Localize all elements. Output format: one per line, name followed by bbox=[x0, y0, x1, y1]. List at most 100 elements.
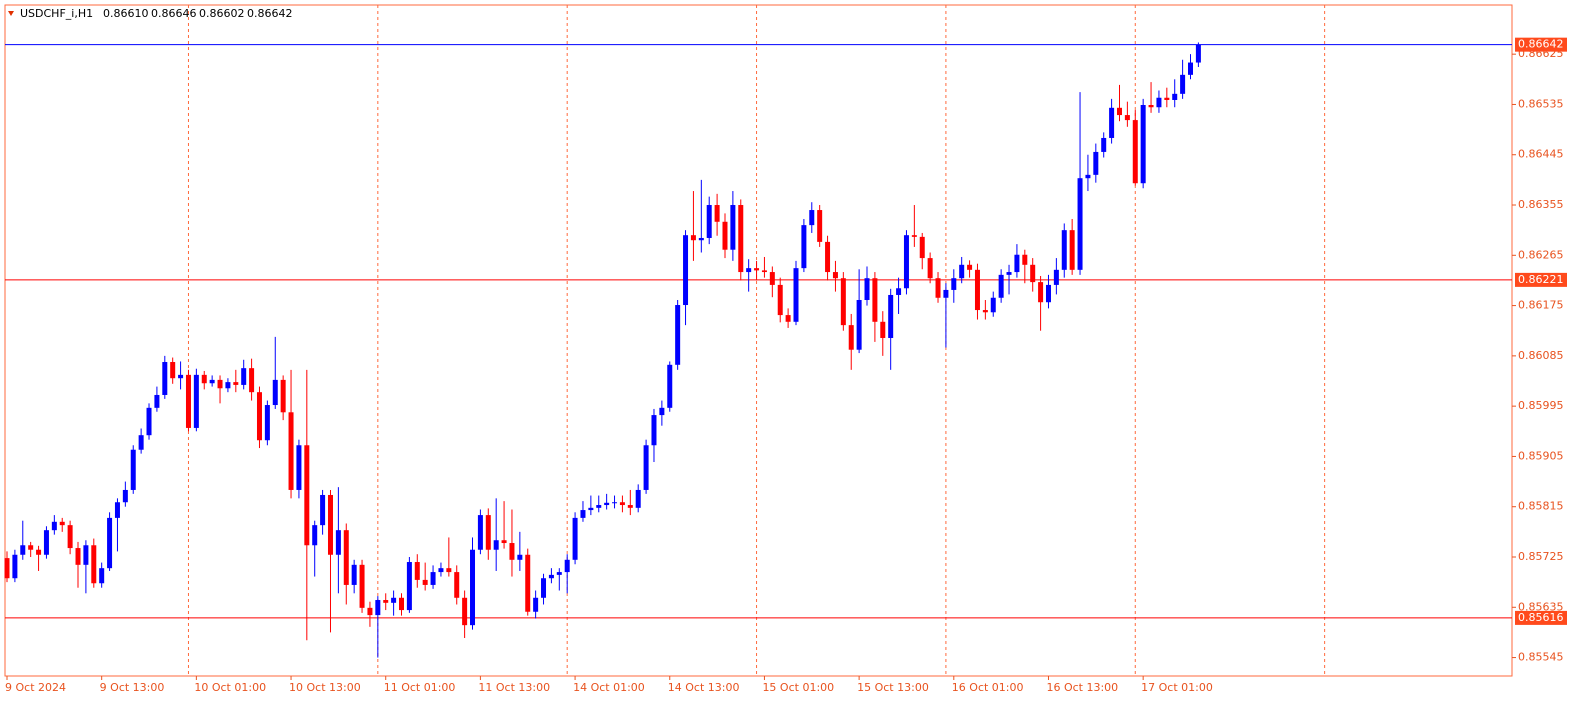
price-line-label-box bbox=[1515, 37, 1567, 52]
candle-body bbox=[706, 205, 712, 238]
candle-body bbox=[1030, 264, 1036, 283]
candle-body bbox=[525, 554, 531, 612]
candle-body bbox=[580, 510, 586, 518]
candle-body bbox=[162, 362, 168, 395]
y-tick-label: 0.86445 bbox=[1518, 148, 1564, 161]
candle-body bbox=[312, 525, 318, 546]
ohlc-header-value: 0.86610 bbox=[103, 7, 149, 20]
candle-body bbox=[36, 549, 42, 555]
candle-body bbox=[746, 268, 752, 273]
candle-body bbox=[959, 264, 965, 279]
y-tick-label: 0.85725 bbox=[1518, 550, 1564, 563]
candle-body bbox=[1061, 230, 1067, 270]
price-line-label-box bbox=[1515, 610, 1567, 625]
candle-body bbox=[12, 554, 18, 579]
candle-body bbox=[659, 407, 665, 416]
candle-body bbox=[225, 382, 231, 389]
candle-body bbox=[446, 568, 452, 573]
y-tick-label: 0.86535 bbox=[1518, 97, 1564, 110]
candle-body bbox=[919, 236, 925, 259]
candle-body bbox=[848, 325, 854, 350]
candle-body bbox=[635, 489, 641, 508]
candle-body bbox=[533, 597, 539, 612]
candle-body bbox=[375, 600, 381, 616]
candle-body bbox=[335, 530, 341, 555]
candle-body bbox=[470, 549, 476, 626]
candle-body bbox=[83, 545, 89, 565]
candle-body bbox=[588, 507, 594, 511]
candle-body bbox=[185, 374, 191, 428]
candle-body bbox=[651, 415, 657, 446]
candle-body bbox=[422, 579, 428, 585]
candle-body bbox=[59, 521, 65, 526]
candle-body bbox=[1148, 105, 1154, 108]
candle-body bbox=[67, 525, 73, 549]
candle-body bbox=[462, 597, 468, 626]
candle-body bbox=[903, 235, 909, 289]
y-tick-label: 0.86355 bbox=[1518, 198, 1564, 211]
candle-body bbox=[730, 205, 736, 250]
candle-body bbox=[1140, 105, 1146, 184]
candle-body bbox=[951, 278, 957, 290]
candle-body bbox=[793, 268, 799, 322]
candle-body bbox=[801, 225, 807, 269]
candle-body bbox=[596, 505, 602, 508]
candle-body bbox=[351, 564, 357, 585]
y-tick-label: 0.86175 bbox=[1518, 299, 1564, 312]
candle-body bbox=[856, 299, 862, 350]
candle-body bbox=[1109, 107, 1115, 138]
candle-body bbox=[107, 517, 113, 569]
candle-body bbox=[296, 445, 302, 490]
candle-body bbox=[982, 310, 988, 313]
collapse-icon[interactable] bbox=[8, 11, 14, 16]
x-tick-label: 10 Oct 01:00 bbox=[194, 681, 266, 694]
candle-body bbox=[1116, 107, 1122, 116]
candle-body bbox=[1188, 62, 1193, 75]
candle-body bbox=[1101, 137, 1107, 152]
candle-body bbox=[840, 278, 846, 326]
candle-body bbox=[1022, 254, 1028, 265]
candle-body bbox=[572, 517, 578, 560]
candle-body bbox=[343, 530, 349, 585]
candle-body bbox=[817, 210, 823, 242]
candle-body bbox=[888, 294, 894, 338]
candle-body bbox=[1156, 97, 1162, 108]
candle-body bbox=[154, 394, 160, 408]
candle-body bbox=[1014, 254, 1020, 273]
candle-body bbox=[493, 540, 499, 550]
candle-body bbox=[414, 562, 420, 580]
y-tick-label: 0.85995 bbox=[1518, 399, 1564, 412]
candle-body bbox=[509, 543, 515, 560]
candle-body bbox=[1053, 269, 1059, 285]
candle-body bbox=[288, 412, 294, 490]
candle-body bbox=[430, 572, 436, 585]
candle-body bbox=[1132, 120, 1138, 184]
candle-body bbox=[738, 205, 744, 273]
candle-body bbox=[1085, 174, 1091, 179]
candle-body bbox=[1077, 178, 1083, 270]
candle-body bbox=[612, 502, 618, 504]
candle-body bbox=[1006, 272, 1012, 275]
candle-body bbox=[698, 237, 704, 241]
price-line-label: 0.86642 bbox=[1518, 38, 1564, 51]
x-tick-label: 15 Oct 01:00 bbox=[762, 681, 834, 694]
candle-body bbox=[1195, 44, 1201, 63]
candle-body bbox=[209, 379, 215, 384]
candle-body bbox=[438, 568, 444, 573]
candle-body bbox=[320, 494, 326, 526]
candle-body bbox=[911, 235, 917, 237]
price-line-label-box bbox=[1515, 272, 1567, 287]
candle-body bbox=[1069, 230, 1075, 270]
x-tick-label: 9 Oct 13:00 bbox=[100, 681, 165, 694]
x-tick-label: 11 Oct 13:00 bbox=[478, 681, 550, 694]
candle-body bbox=[722, 221, 728, 250]
candle-body bbox=[406, 562, 412, 611]
candle-body bbox=[627, 505, 633, 508]
candle-body bbox=[896, 288, 902, 295]
y-tick-label: 0.85905 bbox=[1518, 449, 1564, 462]
candle-body bbox=[754, 268, 760, 271]
candle-body bbox=[1045, 284, 1051, 303]
candle-body bbox=[619, 502, 625, 506]
symbol-label: USDCHF_i,H1 bbox=[20, 7, 93, 20]
candle-body bbox=[564, 559, 570, 573]
